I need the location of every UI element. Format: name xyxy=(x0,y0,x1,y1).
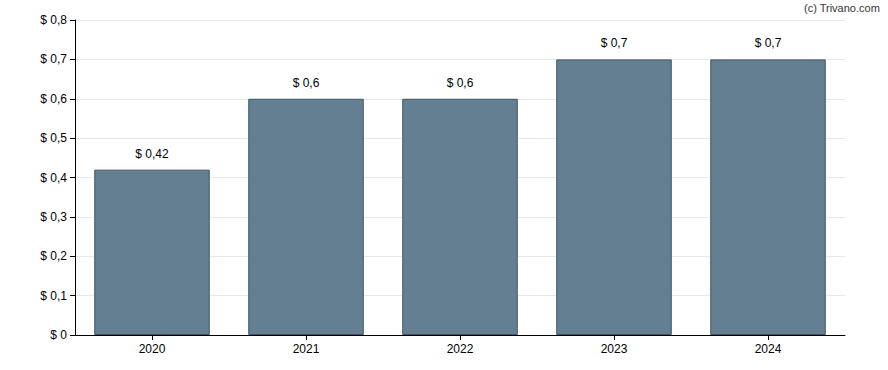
svg-text:$ 0,2: $ 0,2 xyxy=(40,249,67,263)
svg-text:$ 0,4: $ 0,4 xyxy=(40,171,67,185)
svg-text:$ 0,5: $ 0,5 xyxy=(40,131,67,145)
svg-text:$ 0,7: $ 0,7 xyxy=(755,36,782,50)
svg-text:2021: 2021 xyxy=(293,342,320,356)
svg-text:$ 0: $ 0 xyxy=(50,328,67,342)
svg-text:$ 0,3: $ 0,3 xyxy=(40,210,67,224)
svg-text:$ 0,6: $ 0,6 xyxy=(293,76,320,90)
svg-text:$ 0,7: $ 0,7 xyxy=(40,52,67,66)
svg-text:$ 0,8: $ 0,8 xyxy=(40,13,67,27)
svg-text:$ 0,42: $ 0,42 xyxy=(135,147,169,161)
svg-text:$ 0,6: $ 0,6 xyxy=(40,92,67,106)
svg-text:$ 0,1: $ 0,1 xyxy=(40,289,67,303)
svg-text:2020: 2020 xyxy=(139,342,166,356)
svg-text:2024: 2024 xyxy=(755,342,782,356)
svg-text:$ 0,6: $ 0,6 xyxy=(447,76,474,90)
svg-text:(c) Trivano.com: (c) Trivano.com xyxy=(804,2,880,14)
svg-text:$ 0,7: $ 0,7 xyxy=(601,36,628,50)
svg-text:2022: 2022 xyxy=(447,342,474,356)
svg-text:2023: 2023 xyxy=(601,342,628,356)
